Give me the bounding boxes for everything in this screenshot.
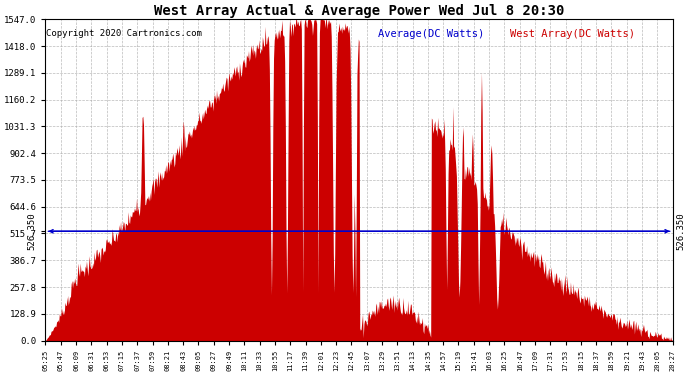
Text: 526.350: 526.350 [677,213,686,250]
Title: West Array Actual & Average Power Wed Jul 8 20:30: West Array Actual & Average Power Wed Ju… [154,4,564,18]
Text: West Array(DC Watts): West Array(DC Watts) [510,29,635,39]
Text: Copyright 2020 Cartronics.com: Copyright 2020 Cartronics.com [46,29,202,38]
Text: Average(DC Watts): Average(DC Watts) [378,29,484,39]
